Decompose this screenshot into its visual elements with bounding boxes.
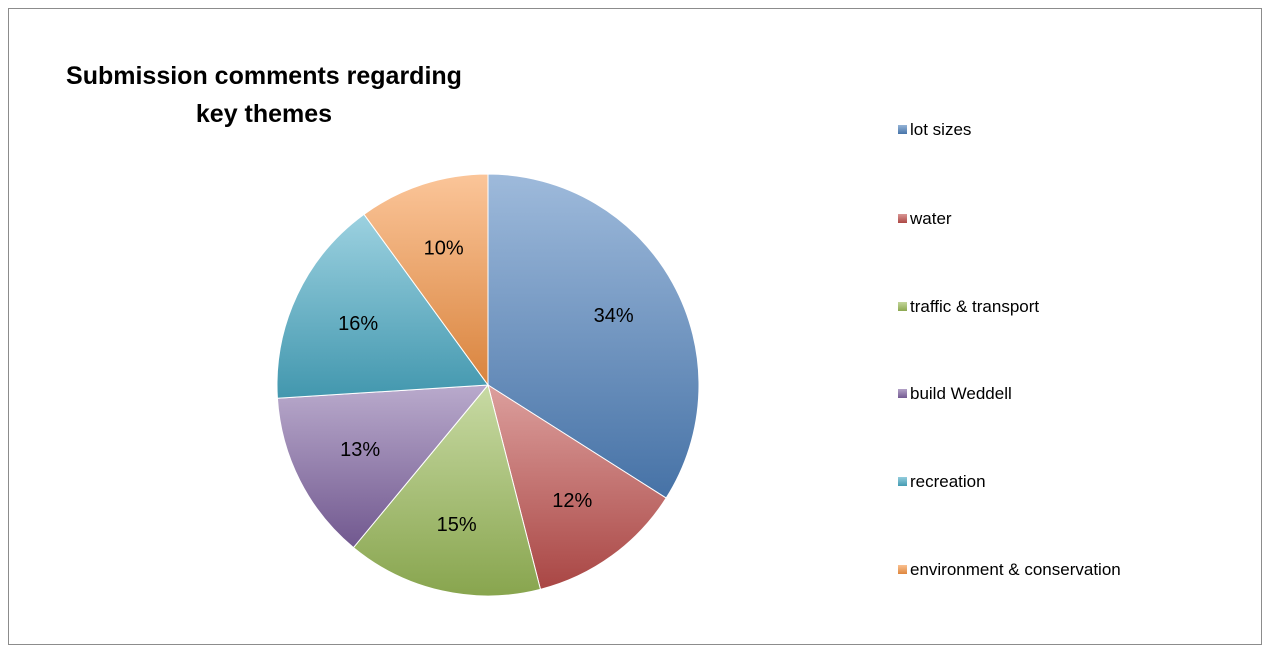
pie-slice-lot-sizes [487,173,700,499]
legend-label: build Weddell [910,384,1012,403]
legend-label: water [910,209,952,228]
pie-data-label: 12% [552,490,592,512]
pie-data-labels: 34% 12% 15% 13% 16% 10% [338,238,634,537]
pie-slice-traffic-transport [352,383,542,597]
pie-slices [276,173,700,597]
legend-swatch [898,477,907,486]
legend-label: lot sizes [910,120,972,139]
pie-data-label: 15% [437,514,477,536]
legend-label: environment & conservation [910,560,1121,579]
legend-item-traffic-transport: traffic & transport [898,297,1039,321]
legend-item-environment-conservation: environment & conservation [898,560,1121,584]
legend-item-water: water [898,209,952,233]
pie-data-label: 16% [338,313,378,335]
pie-slice-environment-conservation [363,173,489,387]
chart-title: Submission comments regarding key themes [19,57,509,133]
pie-slice-build-weddell [276,384,490,549]
pie-data-label: 34% [594,305,634,327]
legend-swatch [898,302,907,311]
legend-swatch [898,214,907,223]
legend-label: traffic & transport [910,297,1040,316]
pie-slice-water [487,383,667,590]
pie-data-label: 10% [424,238,464,260]
legend-swatch [898,389,907,398]
legend-item-lot-sizes: lot sizes [898,120,971,144]
legend-item-recreation: recreation [898,472,986,496]
legend-swatch [898,565,907,574]
pie-data-label: 13% [340,439,380,461]
chart-title-line-1: Submission comments regarding [66,62,462,90]
legend-item-build-weddell: build Weddell [898,384,1012,408]
pie-slice-recreation [276,213,489,399]
chart-title-line-2: key themes [195,100,333,128]
legend-label: recreation [910,472,986,491]
legend-swatch [898,125,907,134]
